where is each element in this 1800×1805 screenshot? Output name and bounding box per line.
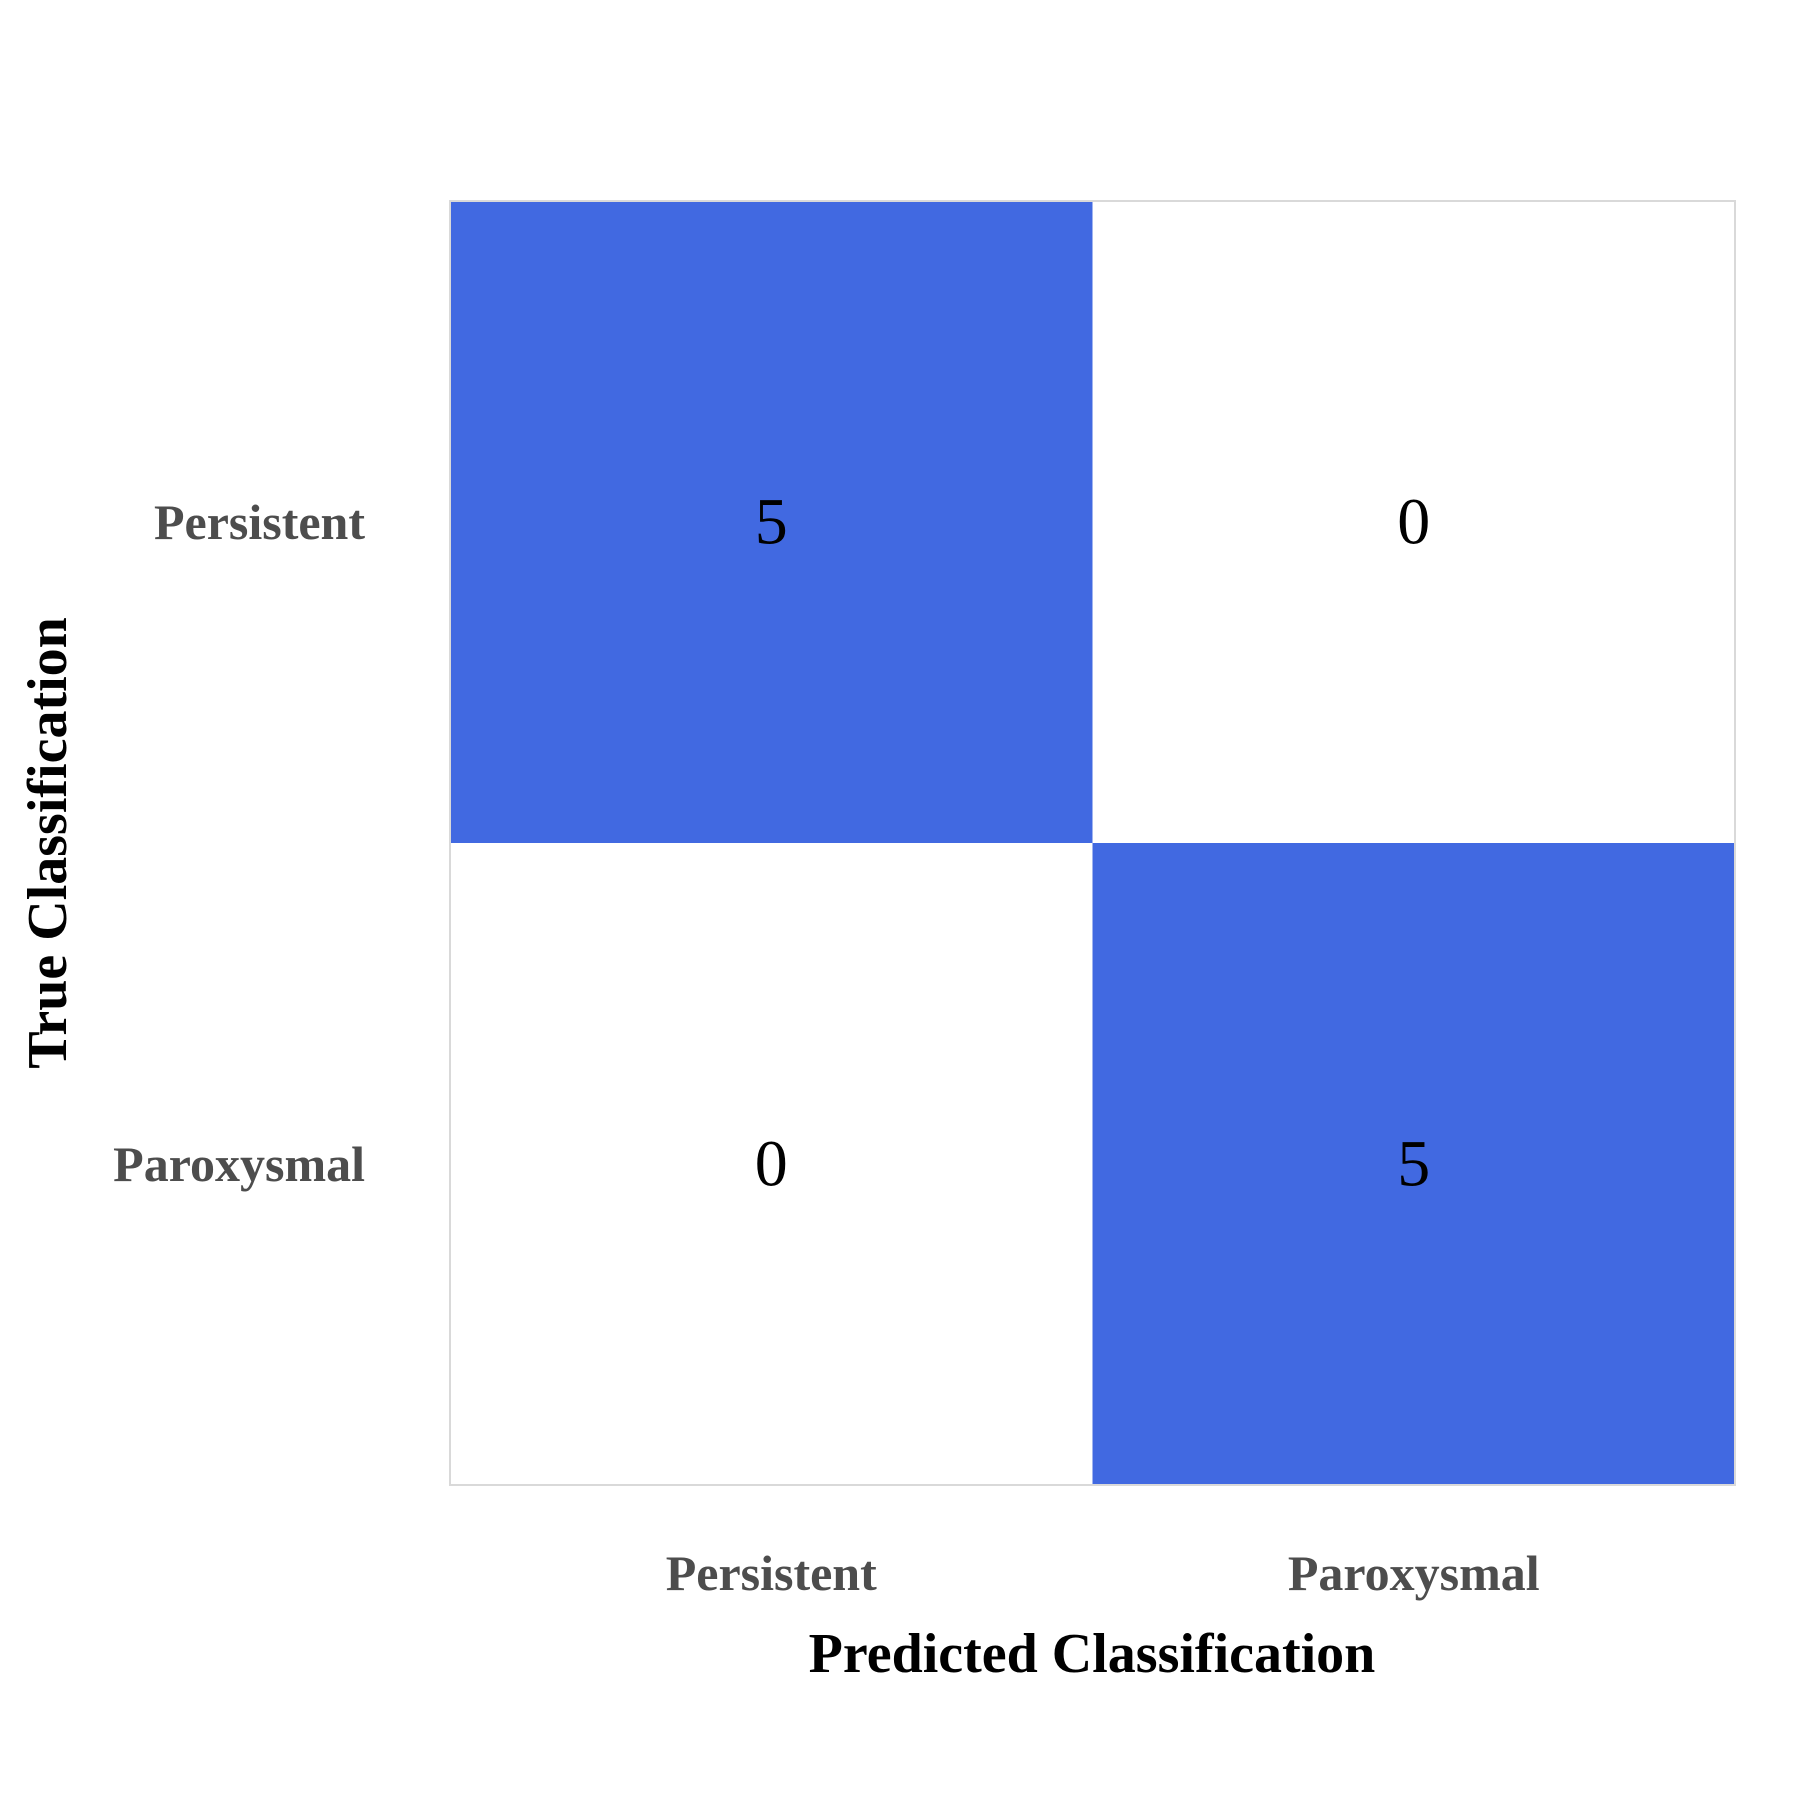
panel-border [449, 200, 1736, 1486]
x-axis-title: Predicted Classification [809, 1623, 1376, 1685]
cells-layer [450, 201, 1735, 1485]
y-tick-label-persistent: Persistent [154, 494, 365, 550]
cell-value-paroxysmal-persistent: 0 [755, 1128, 788, 1201]
cell-persistent-persistent [450, 201, 1093, 843]
x-tick-label-persistent: Persistent [666, 1545, 877, 1601]
cell-paroxysmal-persistent [450, 843, 1093, 1485]
cell-persistent-paroxysmal [1092, 201, 1735, 843]
cell-values-layer: 5 0 0 5 [755, 486, 1431, 1201]
x-tick-label-paroxysmal: Paroxysmal [1288, 1545, 1540, 1601]
cell-value-persistent-paroxysmal: 0 [1397, 486, 1430, 559]
cell-value-paroxysmal-paroxysmal: 5 [1397, 1128, 1430, 1201]
y-axis-title: True Classification [17, 617, 79, 1069]
tick-labels-layer: Persistent Paroxysmal Persistent Paroxysmal [113, 494, 1540, 1601]
cell-value-persistent-persistent: 5 [755, 486, 788, 559]
y-tick-label-paroxysmal: Paroxysmal [113, 1136, 365, 1192]
cell-paroxysmal-paroxysmal [1092, 843, 1735, 1485]
